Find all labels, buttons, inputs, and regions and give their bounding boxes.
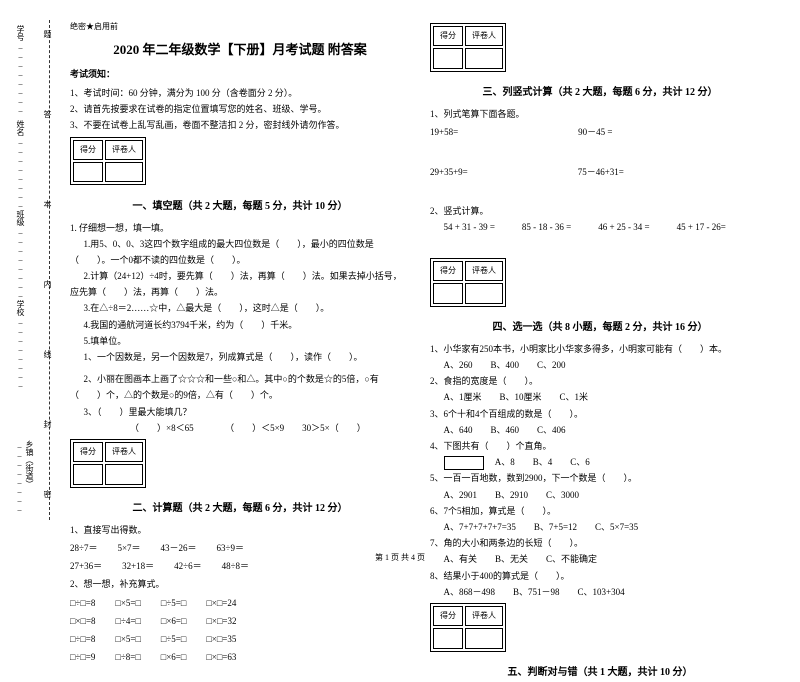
score-box: 得分评卷人 bbox=[430, 603, 506, 652]
s3-q1: 1、列式笔算下面各题。 bbox=[430, 106, 770, 122]
score-box: 得分评卷人 bbox=[430, 23, 506, 72]
notice-line: 3、不要在试卷上乱写乱画，卷面不整洁扣 2 分，密封线外请勿作答。 bbox=[70, 117, 410, 133]
exam-title: 2020 年二年级数学【下册】月考试题 附答案 bbox=[70, 38, 410, 61]
q1-item: 4.我国的通航河道长约3794千米，约为（ ）千米。 bbox=[70, 317, 410, 333]
s4-item: 4、下图共有（ ）个直角。 bbox=[430, 438, 770, 454]
margin-label-school: 学校________ bbox=[15, 300, 26, 388]
dashed-mark: 密 bbox=[42, 490, 53, 498]
margin-label-name: 姓名________ bbox=[15, 120, 26, 208]
dashed-mark: 题 bbox=[42, 30, 53, 38]
fill-row: □÷□=8□×5=□□÷5=□□×□=35 bbox=[70, 631, 410, 647]
dashed-mark: 封 bbox=[42, 420, 53, 428]
notice-line: 1、考试时间：60 分钟，满分为 100 分（含卷面分 2 分）。 bbox=[70, 85, 410, 101]
section-3-title: 三、列竖式计算（共 2 大题，每题 6 分，共计 12 分） bbox=[430, 84, 770, 102]
fill-row: □×□=8□÷4=□□×6=□□×□=32 bbox=[70, 613, 410, 629]
calc-row: 29+35+9=75－46+31= bbox=[430, 164, 770, 180]
q2c: 3、（ ）里最大能填几？ bbox=[70, 404, 410, 420]
s4-opts: A、2901 B、2910 C、3000 bbox=[430, 487, 770, 503]
fill-row: □÷□=9□÷8=□□×6=□□×□=63 bbox=[70, 649, 410, 665]
s4-item: 3、6个十和4个百组成的数是（ ）。 bbox=[430, 406, 770, 422]
rectangle-icon bbox=[444, 456, 484, 470]
q1-item: 3.在△÷8＝2……☆中，△最大是（ ），这时△是（ ）。 bbox=[70, 300, 410, 316]
s4-item: 7、角的大小和两条边的长短（ ）。 bbox=[430, 535, 770, 551]
s4-opts: A、868－498 B、751－98 C、103+304 bbox=[430, 584, 770, 600]
s4-opts: A、1厘米 B、10厘米 C、1米 bbox=[430, 389, 770, 405]
calc-row: 19+58=90－45 = bbox=[430, 124, 770, 140]
section-5-title: 五、判断对与错（共 1 大题，共计 10 分） bbox=[430, 664, 770, 682]
right-column: 得分评卷人 三、列竖式计算（共 2 大题，每题 6 分，共计 12 分） 1、列… bbox=[420, 20, 780, 555]
q2b: 2、小丽在图画本上画了☆☆☆和一些○和△。其中○的个数是☆的5倍，○有（ ）个，… bbox=[70, 371, 410, 403]
dashed-mark: 答 bbox=[42, 110, 53, 118]
score-box: 得分评卷人 bbox=[70, 439, 146, 488]
q2-stem: 1、一个因数是，另一个因数是7，列成算式是（ ），读作（ ）。 bbox=[70, 349, 410, 365]
score-box: 得分评卷人 bbox=[70, 137, 146, 186]
notice-line: 2、请首先按要求在试卷的指定位置填写您的姓名、班级、学号。 bbox=[70, 101, 410, 117]
left-column: 绝密★启用前 2020 年二年级数学【下册】月考试题 附答案 考试须知： 1、考… bbox=[60, 20, 420, 555]
dashed-mark: 内 bbox=[42, 280, 53, 288]
dashed-mark: 线 bbox=[42, 350, 53, 358]
q1-item: 2.计算（24+12）÷4时，要先算（ ）法，再算（ ）法。如果去掉小括号，应先… bbox=[70, 268, 410, 300]
confidential-tag: 绝密★启用前 bbox=[70, 20, 410, 34]
s2-q1: 1、直接写出得数。 bbox=[70, 522, 410, 538]
fill-row: □÷□=8□×5=□□÷5=□□×□=24 bbox=[70, 595, 410, 611]
margin-label-class: 班级________ bbox=[15, 210, 26, 298]
s2-q2: 2、想一想，补充算式。 bbox=[70, 576, 410, 592]
section-4-title: 四、选一选（共 8 小题，每题 2 分，共计 16 分） bbox=[430, 319, 770, 337]
calc-row: 54 + 31 - 39 = 85 - 18 - 36 = 46 + 25 - … bbox=[430, 219, 770, 235]
s4-opts: A、260 B、400 C、200 bbox=[430, 357, 770, 373]
s4-opts: A、7+7+7+7+7=35 B、7+5=12 C、5×7=35 bbox=[430, 519, 770, 535]
dashed-mark: 本 bbox=[42, 200, 53, 208]
s3-q2: 2、竖式计算。 bbox=[430, 203, 770, 219]
q1-stem: 1. 仔细想一想，填一填。 bbox=[70, 220, 410, 236]
margin-label-id: 学号________ bbox=[15, 25, 26, 113]
section-2-title: 二、计算题（共 2 大题，每题 6 分，共计 12 分） bbox=[70, 500, 410, 518]
page-footer: 第 1 页 共 4 页 bbox=[0, 552, 800, 563]
notice-title: 考试须知： bbox=[70, 66, 410, 82]
margin-label-town: 乡镇（街道）________ bbox=[15, 440, 35, 520]
s4-item: 8、结果小于400的算式是（ ）。 bbox=[430, 568, 770, 584]
binding-margin: 题 学号________ 答 姓名________ 本 班级________ 内… bbox=[10, 20, 50, 520]
section-1-title: 一、填空题（共 2 大题，每题 5 分，共计 10 分） bbox=[70, 198, 410, 216]
s4-item: 5、一百一百地数，数到2900，下一个数是（ ）。 bbox=[430, 470, 770, 486]
s4-item: 6、7个5相加，算式是（ ）。 bbox=[430, 503, 770, 519]
s4-opts: A、640 B、460 C、406 bbox=[430, 422, 770, 438]
q2c-row: （ ）×8＜65 （ ）＜5×9 30＞5×（ ） bbox=[70, 420, 410, 436]
q1-item: 1.用5、0、0、3这四个数字组成的最大四位数是（ ），最小的四位数是（ ）。一… bbox=[70, 236, 410, 268]
q1-item: 5.填单位。 bbox=[70, 333, 410, 349]
score-box: 得分评卷人 bbox=[430, 258, 506, 307]
rect-figure: A、8 B、4 C、6 bbox=[430, 454, 770, 470]
s4-item: 1、小华家有250本书，小明家比小华家多得多，小明家可能有（ ）本。 bbox=[430, 341, 770, 357]
s4-item: 2、食指的宽度是（ ）。 bbox=[430, 373, 770, 389]
